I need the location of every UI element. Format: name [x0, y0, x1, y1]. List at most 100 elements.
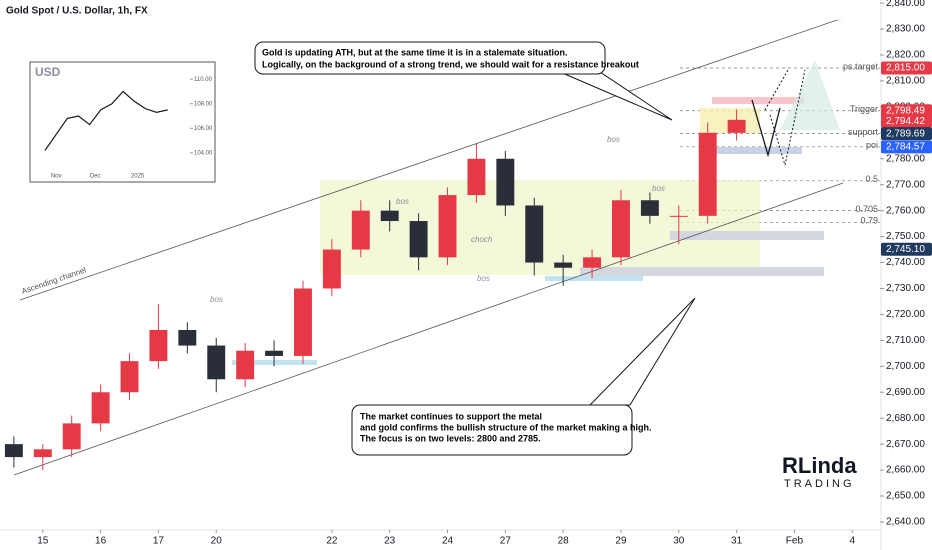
- y-tick-label: 2,810.00: [886, 76, 925, 87]
- y-tick-label: 2,740.00: [886, 257, 925, 268]
- candle-body: [698, 132, 717, 216]
- inset-y-label: 106.00: [194, 126, 213, 132]
- callout-box: [351, 404, 633, 456]
- y-tick-label: 2,820.00: [886, 50, 925, 61]
- bos-label: bos: [477, 274, 490, 283]
- logo-sub: TRADING: [784, 478, 855, 490]
- candle-body: [294, 288, 312, 356]
- price-tag-label: 2,794.42: [886, 116, 925, 127]
- x-tick-label: 15: [37, 536, 49, 547]
- level-label: 0.5: [865, 174, 878, 184]
- choch-label: choch: [471, 235, 493, 244]
- x-tick-label: 28: [558, 536, 570, 547]
- inset-frame: [29, 61, 216, 183]
- candle-body: [727, 119, 746, 133]
- inset-x-label: 2025: [131, 174, 145, 180]
- candle-body: [525, 205, 544, 263]
- candle-body: [4, 444, 23, 458]
- candle-body: [33, 449, 52, 458]
- candle-body: [612, 200, 630, 258]
- y-tick-label: 2,770.00: [886, 179, 925, 190]
- candle-body: [380, 210, 399, 222]
- level-label: 0.705: [855, 204, 878, 214]
- candle-body: [409, 221, 428, 258]
- candle-body: [467, 158, 486, 196]
- zone: [712, 97, 804, 104]
- bos-label: bos: [210, 295, 223, 304]
- candle-body: [322, 249, 341, 289]
- price-tag: [881, 140, 932, 154]
- y-tick-label: 2,680.00: [886, 413, 925, 424]
- level-label: Trigger: [850, 104, 878, 114]
- x-tick-label: 27: [500, 536, 512, 547]
- x-tick-label: 23: [384, 536, 396, 547]
- candle-body: [554, 262, 573, 268]
- price-tag-label: 2,789.69: [886, 128, 925, 139]
- inset-x-label: Nov: [51, 174, 62, 180]
- x-tick-label: 29: [615, 536, 627, 547]
- price-tag: [881, 61, 932, 75]
- callout-box: [254, 41, 606, 75]
- y-tick-label: 2,670.00: [886, 439, 925, 450]
- inset-y-label: 108.00: [194, 101, 213, 107]
- inset-title: USD: [35, 65, 61, 79]
- y-tick-label: 2,710.00: [886, 335, 925, 346]
- y-tick-label: 2,760.00: [886, 205, 925, 216]
- x-tick-label: Feb: [786, 536, 804, 547]
- price-tag-label: 2,815.00: [886, 63, 925, 74]
- x-tick-label: 17: [153, 536, 165, 547]
- path-arrow: [751, 99, 781, 158]
- callout-text: Logically, on the background of a strong…: [262, 59, 639, 69]
- x-tick-label: 16: [95, 536, 107, 547]
- level-label: 0.79: [860, 216, 878, 226]
- y-tick-label: 2,640.00: [886, 517, 925, 528]
- candle-body: [91, 392, 110, 424]
- callout-text: The market continues to support the meta…: [360, 411, 542, 421]
- x-tick-label: 30: [673, 536, 685, 547]
- inset-line: [44, 90, 168, 151]
- candle-body: [149, 329, 168, 362]
- y-tick-label: 2,780.00: [886, 153, 925, 164]
- channel-line: [13, 182, 844, 476]
- y-tick-label: 2,690.00: [886, 387, 925, 398]
- zone: [780, 60, 840, 130]
- x-tick-label: 20: [211, 536, 223, 547]
- level-label: poi: [866, 140, 878, 150]
- price-tag: [881, 114, 932, 128]
- price-tag: [881, 104, 932, 118]
- candle-body: [496, 158, 515, 206]
- y-tick-label: 2,700.00: [886, 361, 925, 372]
- y-tick-label: 2,720.00: [886, 309, 925, 320]
- price-tag-label: 2,784.57: [886, 142, 925, 153]
- level-label: ps.target: [843, 61, 879, 71]
- inset-x-label: Dec: [90, 174, 101, 180]
- callout-text: and gold confirms the bullish structure …: [360, 422, 652, 432]
- candle-body: [669, 215, 688, 217]
- channel-line: [19, 17, 844, 301]
- y-tick-label: 2,830.00: [886, 24, 925, 35]
- y-tick-label: 2,730.00: [886, 283, 925, 294]
- candle-body: [207, 345, 226, 380]
- candle-body: [438, 195, 457, 258]
- y-tick-label: 2,650.00: [886, 491, 925, 502]
- inset-y-label: 110.00: [194, 77, 213, 83]
- candle-body: [583, 257, 602, 268]
- inset-y-label: 104.00: [194, 150, 213, 156]
- bos-label: bos: [396, 197, 409, 206]
- candle-body: [640, 200, 659, 216]
- candle-body: [236, 350, 255, 380]
- price-tag-label: 2,798.49: [886, 105, 925, 116]
- y-tick-label: 2,840.00: [886, 0, 925, 9]
- candle-body: [265, 350, 284, 356]
- candle-body: [178, 329, 197, 346]
- zone: [545, 276, 643, 281]
- x-tick-label: 4: [849, 536, 855, 547]
- x-tick-label: 22: [326, 536, 338, 547]
- price-tag: [881, 127, 932, 141]
- header-bg: [0, 0, 932, 20]
- price-tag-label: 2,745.10: [886, 244, 925, 255]
- candle-body: [351, 210, 370, 250]
- x-tick-label: 24: [442, 536, 454, 547]
- zone: [712, 147, 802, 154]
